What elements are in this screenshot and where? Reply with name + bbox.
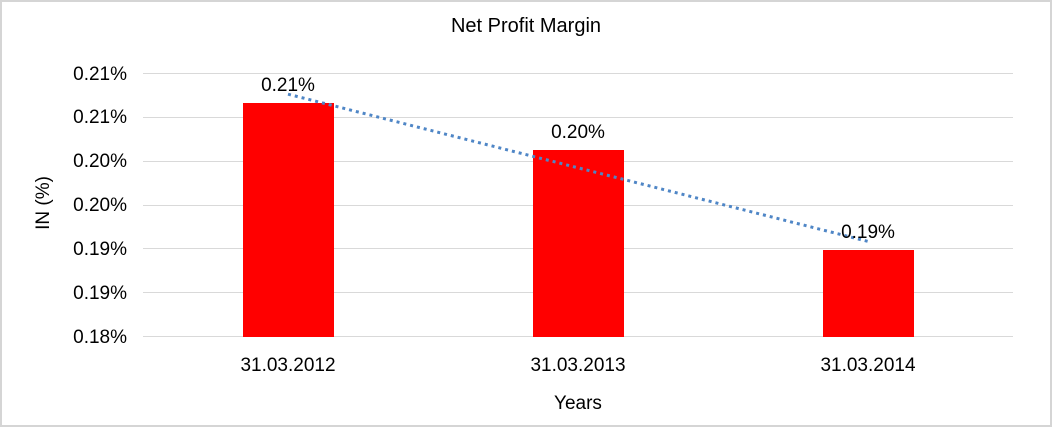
- y-tick-label: 0.21%: [73, 63, 127, 85]
- x-tick-label: 31.03.2013: [530, 355, 626, 376]
- y-tick-label: 0.18%: [73, 326, 127, 348]
- trendline: [287, 92, 869, 243]
- x-tick-label: 31.03.2012: [240, 355, 336, 376]
- y-tick-label: 0.21%: [73, 107, 127, 129]
- y-tick-label: 0.20%: [73, 151, 127, 173]
- y-tick-label: 0.19%: [73, 238, 127, 260]
- x-axis-title: Years: [554, 393, 602, 414]
- plot-area: [143, 73, 1013, 337]
- gridline: [143, 116, 1013, 118]
- bar: [532, 150, 624, 337]
- x-tick-label: 31.03.2014: [820, 355, 916, 376]
- chart-title: Net Profit Margin: [450, 15, 602, 37]
- y-tick-label: 0.19%: [73, 282, 127, 304]
- bar-value-label: 0.20%: [551, 122, 605, 144]
- bar: [822, 250, 914, 337]
- y-tick-label: 0.20%: [73, 195, 127, 216]
- trendline-segment: [287, 92, 869, 243]
- bar-value-label: 0.21%: [261, 74, 315, 96]
- gridline: [143, 73, 1013, 74]
- bar: [242, 102, 334, 337]
- bar-value-label: 0.19%: [841, 222, 895, 244]
